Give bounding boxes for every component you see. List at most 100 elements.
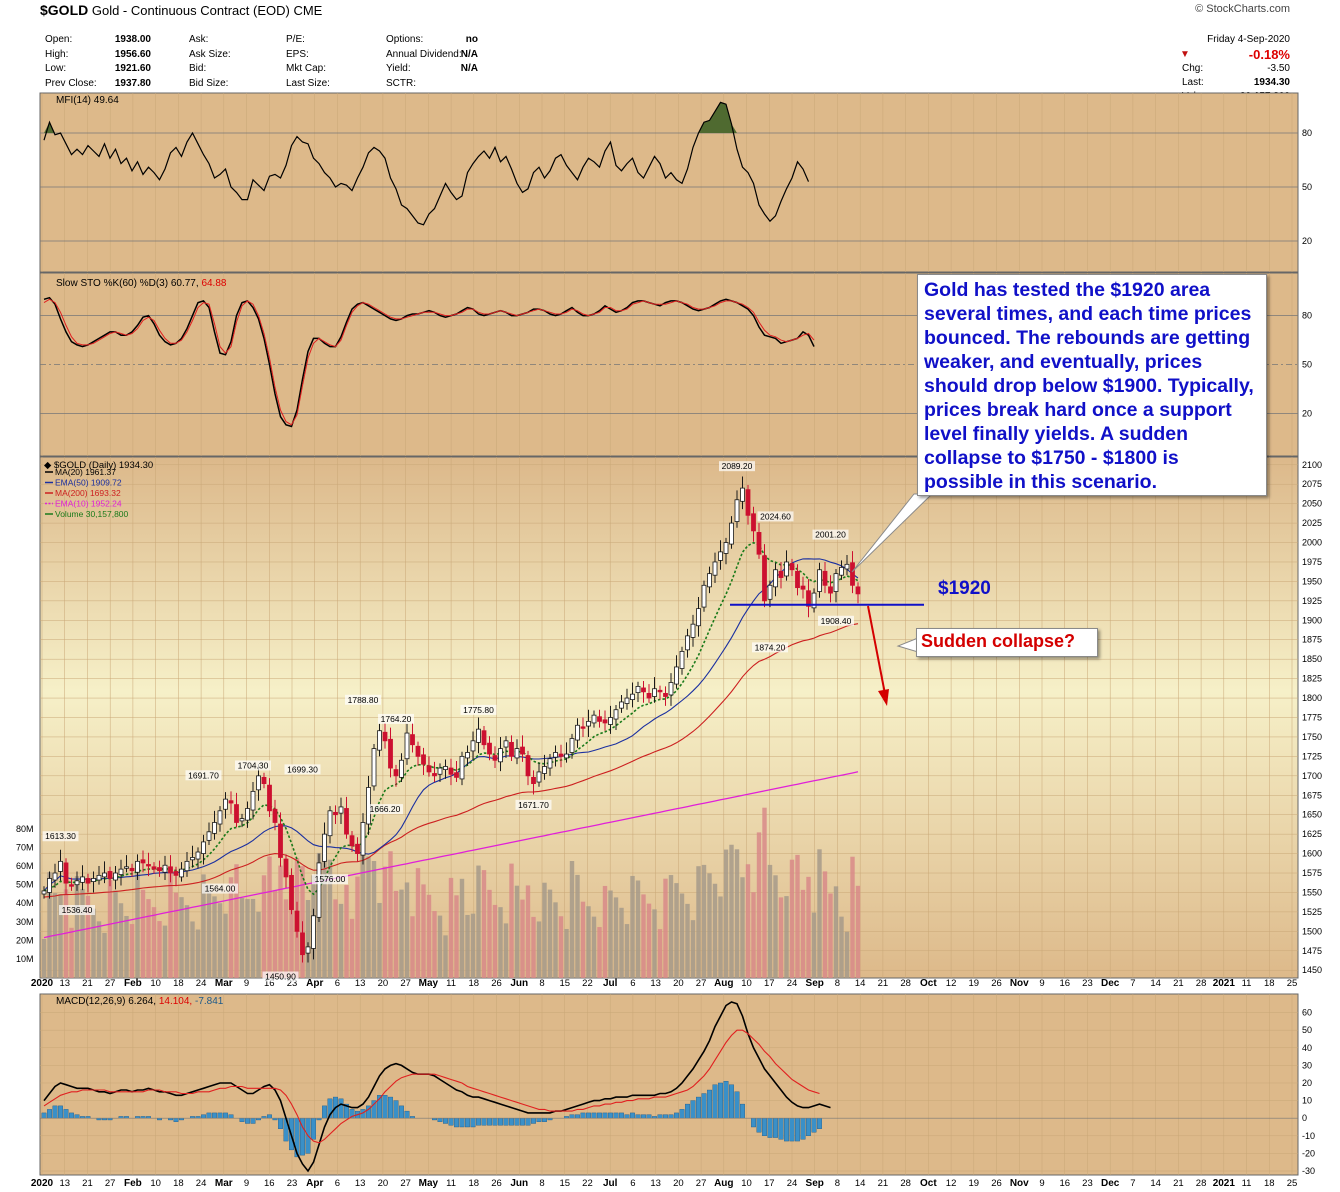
candle-body [289, 874, 294, 910]
macd-histogram-bar [63, 1109, 69, 1119]
candle-body [195, 851, 201, 860]
candle-body [729, 522, 734, 545]
x-tick-label: 16 [1059, 1178, 1070, 1189]
volume-bar [140, 889, 146, 978]
quote-col-3: P/E: EPS: Mkt Cap: Last Size: [286, 33, 330, 91]
candle-body [316, 862, 322, 918]
sto-k-line [43, 296, 815, 428]
volume-bar [619, 907, 624, 978]
candle-body [608, 717, 613, 725]
price-label-bg [757, 511, 794, 522]
macd-histogram-bar [569, 1114, 575, 1119]
x-tick-label: 12 [946, 978, 957, 989]
x-tick-label: 21 [878, 978, 889, 989]
x-tick-label: 24 [196, 978, 207, 989]
volume-bar [641, 894, 646, 978]
volume-bar [168, 874, 173, 978]
candle-body [333, 811, 338, 816]
x-tick-label: 9 [1039, 1178, 1044, 1189]
volume-bar [107, 880, 113, 978]
candle-body [800, 585, 806, 590]
chg-value: -3.50 [1267, 62, 1290, 74]
candle-body [157, 867, 162, 872]
candle-body [718, 551, 723, 561]
price-label: 1704.30 [238, 760, 269, 770]
candle-body [135, 860, 140, 873]
macd-histogram-bar [206, 1112, 212, 1119]
volume-bar [157, 921, 162, 978]
x-tick-label: 21 [82, 1178, 93, 1189]
mfi-overbought-fill [720, 102, 726, 133]
mfi-tick-label: 20 [1302, 236, 1312, 246]
price-label: 1788.80 [348, 695, 379, 705]
macd-histogram-bar [591, 1112, 597, 1119]
volume-bar [718, 896, 723, 978]
macd-histogram-bar [338, 1098, 344, 1119]
volume-bar [586, 906, 591, 978]
candle-body [487, 742, 492, 755]
macd-histogram-bar [784, 1117, 789, 1142]
candle-body [206, 831, 212, 841]
candle-body [707, 573, 712, 588]
macd-title: MACD(12,26,9) 6.264, 14.104, -7.841 [56, 996, 224, 1007]
volume-bar [663, 878, 668, 978]
x-tick-label: 27 [400, 978, 411, 989]
candle-body [778, 570, 784, 578]
x-tick-label: 27 [696, 1178, 707, 1189]
x-tick-label: Oct [920, 978, 937, 989]
candle-body [811, 592, 817, 609]
x-tick-label: 20 [378, 1178, 389, 1189]
candle-body [410, 734, 415, 746]
volume-bar [481, 870, 487, 978]
candle-body [663, 692, 668, 697]
x-tick-label: 6 [630, 978, 635, 989]
quote-row: Mkt Cap: [286, 62, 330, 77]
x-tick-label: 21 [878, 1178, 889, 1189]
volume-bar [828, 893, 833, 978]
volume-bar [360, 851, 366, 978]
price-label-bg [312, 874, 348, 885]
candle-body [393, 769, 399, 777]
volume-bar [190, 921, 195, 978]
price-label: 1613.30 [45, 831, 76, 841]
volume-bar [624, 924, 630, 978]
x-tick-label: 7 [1130, 1178, 1135, 1189]
macd-histogram-bar [674, 1112, 679, 1119]
quote-col-4: Options: no Annual Dividend: N/A Yield: N/A SC… [386, 33, 478, 91]
candle-body [184, 860, 190, 872]
candle-body [591, 714, 597, 724]
x-tick-label: 25 [1287, 1178, 1298, 1189]
macd-histogram-bar [806, 1117, 811, 1136]
volume-bar [96, 921, 102, 978]
x-tick-label: 27 [400, 1178, 411, 1189]
x-tick-label: 18 [173, 1178, 184, 1189]
quote-row: Yield: N/A [386, 62, 478, 77]
volume-bar [201, 874, 206, 978]
macd-histogram-bar [718, 1082, 723, 1119]
volume-bar [795, 854, 800, 978]
candle-body [96, 874, 102, 881]
macd-histogram-bar [459, 1117, 465, 1128]
candle-body [437, 767, 443, 775]
candle-body [624, 697, 630, 704]
quote-label: Low: [45, 63, 67, 74]
price-label-bg [719, 461, 755, 472]
volume-bar [613, 897, 619, 978]
x-tick-label: 14 [1150, 978, 1161, 989]
x-tick-label: 2021 [1213, 978, 1236, 989]
price-label-bg [59, 905, 95, 916]
quote-value: 1938.00 [114, 34, 151, 45]
macd-histogram-bar [542, 1117, 547, 1122]
volume-tick-label: 30M [16, 917, 34, 927]
macd-histogram-bar [228, 1114, 234, 1119]
macd-histogram-bar [404, 1110, 410, 1119]
ema50-line [43, 623, 859, 898]
x-tick-label: Oct [920, 1178, 937, 1189]
macd-histogram-bar [734, 1091, 740, 1119]
collapse-arrow-head [878, 689, 889, 706]
candle-body [399, 759, 404, 778]
brand-logo: © StockCharts.com [1195, 3, 1290, 15]
macd-histogram-bar [74, 1114, 80, 1119]
price-label-bg [515, 799, 552, 810]
